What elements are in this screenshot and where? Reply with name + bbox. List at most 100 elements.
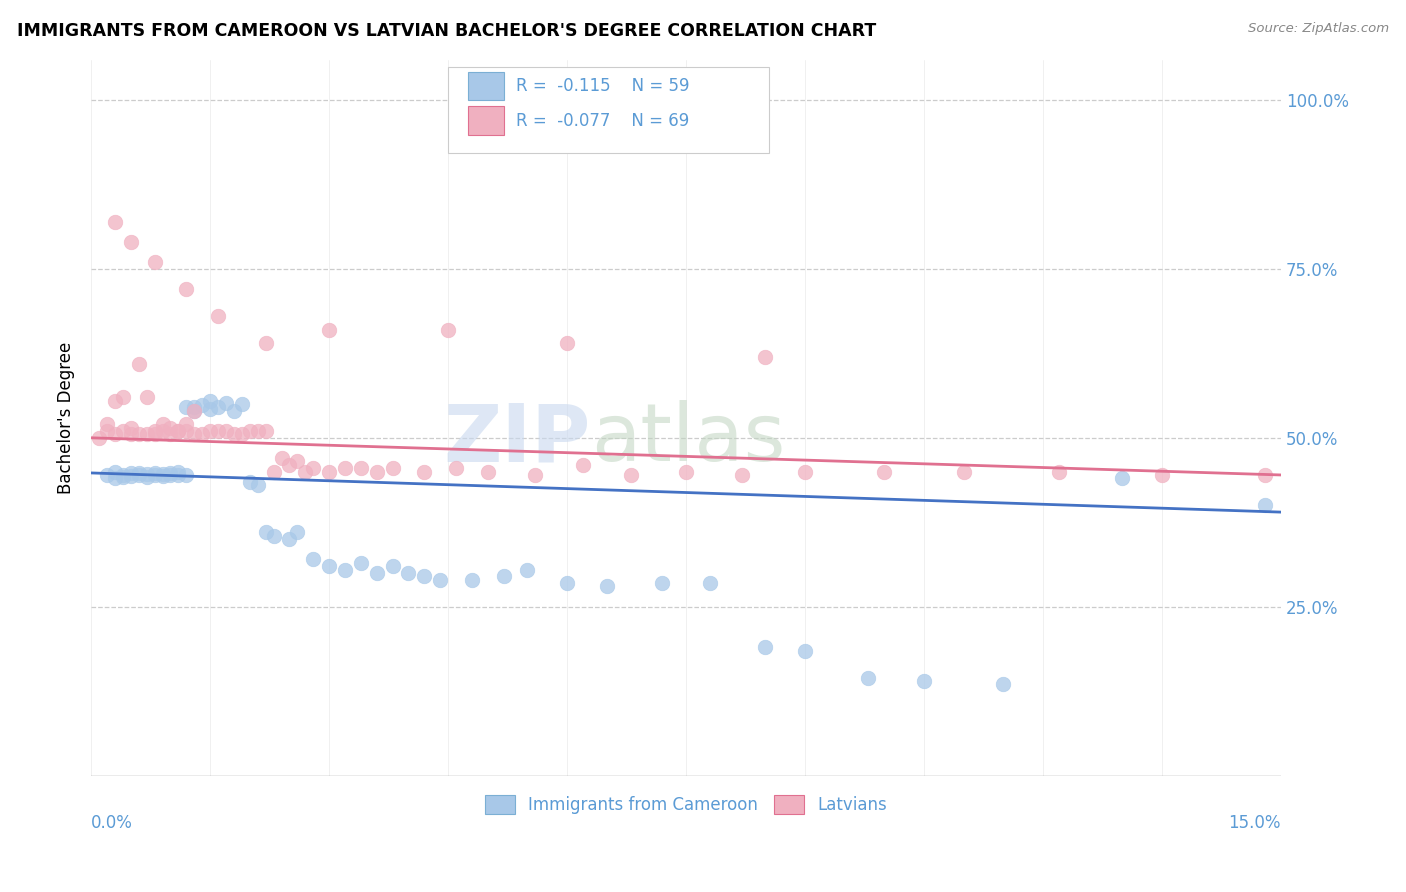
Point: [318, 559, 340, 574]
Text: R =  -0.077    N = 69: R = -0.077 N = 69: [516, 112, 689, 129]
Point: [143, 424, 166, 438]
Point: [555, 336, 578, 351]
Point: [477, 465, 499, 479]
Point: [104, 427, 127, 442]
Point: [183, 401, 205, 415]
Point: [120, 420, 142, 434]
Point: [270, 451, 292, 466]
Point: [231, 397, 253, 411]
Point: [675, 465, 697, 479]
Point: [222, 404, 245, 418]
Point: [207, 401, 229, 415]
Point: [183, 404, 205, 418]
Text: IMMIGRANTS FROM CAMEROON VS LATVIAN BACHELOR'S DEGREE CORRELATION CHART: IMMIGRANTS FROM CAMEROON VS LATVIAN BACH…: [17, 22, 876, 40]
Point: [873, 465, 896, 479]
Point: [120, 466, 142, 480]
Point: [128, 427, 150, 442]
Point: [254, 424, 277, 438]
Point: [159, 467, 181, 482]
Point: [246, 424, 269, 438]
Point: [143, 467, 166, 482]
Point: [159, 466, 181, 480]
Point: [231, 427, 253, 442]
Point: [104, 215, 127, 229]
Point: [128, 466, 150, 480]
Point: [207, 310, 229, 324]
Point: [730, 467, 752, 482]
Point: [381, 461, 404, 475]
Point: [619, 467, 641, 482]
Point: [302, 552, 325, 566]
Point: [143, 466, 166, 480]
Point: [96, 467, 118, 482]
Point: [135, 427, 157, 442]
Point: [278, 532, 301, 546]
Point: [396, 566, 419, 580]
Point: [167, 467, 190, 482]
Text: ZIP: ZIP: [444, 400, 591, 478]
Text: R =  -0.115    N = 59: R = -0.115 N = 59: [516, 77, 689, 95]
Point: [254, 525, 277, 540]
Point: [993, 677, 1015, 691]
Point: [651, 576, 673, 591]
Point: [239, 475, 262, 489]
Point: [143, 255, 166, 269]
Point: [104, 393, 127, 408]
Point: [152, 468, 174, 483]
Point: [263, 465, 285, 479]
Point: [191, 427, 214, 442]
Point: [207, 424, 229, 438]
Point: [104, 465, 127, 479]
Point: [111, 470, 134, 484]
Point: [198, 393, 221, 408]
Text: Source: ZipAtlas.com: Source: ZipAtlas.com: [1249, 22, 1389, 36]
Point: [239, 424, 262, 438]
FancyBboxPatch shape: [468, 106, 503, 135]
Point: [135, 390, 157, 404]
Point: [167, 424, 190, 438]
Point: [366, 566, 388, 580]
Point: [1254, 499, 1277, 513]
Point: [215, 424, 238, 438]
Point: [120, 427, 142, 442]
Point: [87, 431, 110, 445]
Point: [246, 478, 269, 492]
Point: [912, 673, 935, 688]
Point: [120, 469, 142, 483]
Point: [152, 424, 174, 438]
Point: [794, 465, 817, 479]
Point: [263, 529, 285, 543]
Point: [572, 458, 595, 472]
Point: [120, 235, 142, 249]
Point: [96, 417, 118, 432]
Point: [461, 573, 484, 587]
Point: [699, 576, 721, 591]
Point: [516, 562, 538, 576]
Point: [333, 461, 356, 475]
Point: [754, 640, 776, 655]
Point: [437, 323, 460, 337]
Point: [318, 465, 340, 479]
Point: [198, 424, 221, 438]
Point: [143, 427, 166, 442]
Point: [1047, 465, 1070, 479]
Point: [381, 559, 404, 574]
Point: [413, 465, 436, 479]
Text: atlas: atlas: [591, 400, 785, 478]
Text: 15.0%: 15.0%: [1229, 814, 1281, 832]
Point: [135, 467, 157, 482]
Point: [429, 573, 451, 587]
Point: [254, 336, 277, 351]
Point: [128, 357, 150, 371]
Point: [1150, 467, 1173, 482]
Point: [111, 390, 134, 404]
Point: [350, 461, 373, 475]
Point: [159, 420, 181, 434]
Point: [167, 424, 190, 438]
Point: [413, 569, 436, 583]
Point: [754, 350, 776, 364]
Point: [128, 467, 150, 482]
Point: [176, 424, 198, 438]
Point: [111, 424, 134, 438]
Point: [350, 556, 373, 570]
